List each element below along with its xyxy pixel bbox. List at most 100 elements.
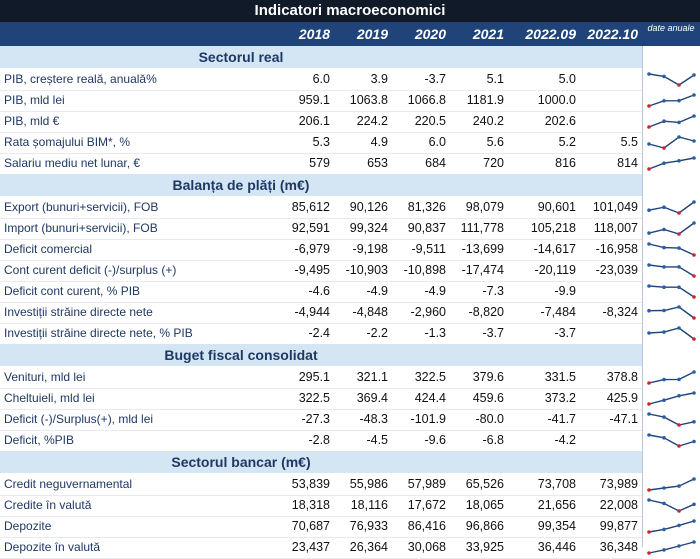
table-cell: 378.8 (606, 370, 638, 384)
sparkline-point (692, 370, 696, 374)
sparkline-point (677, 484, 681, 488)
sparkline (647, 263, 696, 278)
table-cell: 90,126 (349, 200, 388, 214)
sparkline (647, 433, 696, 448)
sparkline-point (662, 74, 666, 79)
table-cell: 6.0 (428, 135, 446, 149)
sparkline-line (648, 136, 695, 149)
sparkline-line (648, 541, 695, 554)
table-row: Investiții străine directe nete, % PIB -2… (0, 323, 642, 345)
sparkline-point (647, 412, 651, 416)
sparkline-line (648, 264, 695, 277)
table-cell: 53,839 (291, 477, 330, 491)
table-cell: 814 (617, 156, 638, 170)
column-header: 2020 (414, 26, 446, 42)
table-cell: 206.1 (298, 114, 330, 128)
sparkline-point (662, 245, 666, 250)
sparkline-point (647, 231, 651, 235)
table-cell: 959.1 (298, 93, 330, 107)
table-cell: 105,218 (530, 221, 576, 235)
sparkline (647, 114, 696, 129)
table-cell: 720 (483, 156, 504, 170)
table-cell: 86,416 (407, 519, 446, 533)
sparkline-point (692, 502, 696, 507)
table-cell: -20,119 (534, 263, 576, 277)
row-label: Venituri, mld lei (4, 370, 86, 384)
table-cell: -23,039 (595, 263, 638, 277)
section-title: Balanța de plăți (m€) (172, 177, 310, 193)
table-cell: -3.7 (554, 326, 576, 340)
row-label: Deficit, %PIB (4, 433, 75, 447)
sparkline (647, 326, 696, 341)
row-label: PIB, mld € (4, 114, 60, 128)
table-cell: -9,198 (352, 242, 388, 256)
sparkline-line (648, 413, 695, 426)
row-label: Salariu mediu net lunar, € (4, 156, 141, 170)
sparkline-point (677, 326, 681, 330)
table-row: Depozite în valută 23,437 26,364 30,068 33,9… (0, 537, 642, 559)
sparkline-point (647, 104, 651, 108)
sparkline-point (677, 265, 681, 269)
sparkline-line (648, 306, 695, 319)
sparkline-point (692, 93, 696, 97)
table-cell: 98,079 (465, 200, 504, 214)
table-cell: -9.9 (554, 284, 576, 298)
table-cell: -9.6 (424, 433, 446, 447)
table-row: PIB, mld lei 959.1 1063.8 1066.8 1181.9 1000.… (0, 90, 642, 112)
table-cell: 21,656 (537, 498, 576, 512)
sparkline-point (662, 161, 666, 165)
table-cell (580, 323, 638, 344)
table-cell: 81,326 (407, 200, 446, 214)
sparkline-line (648, 243, 695, 256)
sparkline-point (692, 253, 696, 257)
sparkline-point (647, 551, 651, 555)
table-cell: 3.9 (370, 72, 388, 86)
sparkline (647, 519, 696, 534)
table-cell: 5.5 (620, 135, 638, 149)
sparkline (647, 200, 696, 215)
sparkline-point (647, 308, 651, 313)
table-row: Deficit comercial -6,979 -9,198 -9,511 -13,6… (0, 239, 642, 261)
sparkline-point (647, 72, 651, 76)
sparkline (647, 540, 696, 555)
row-label: Credit neguvernamental (4, 477, 133, 491)
sparkline-line (648, 327, 695, 340)
sparkline-point (692, 139, 696, 143)
sparkline-point (647, 242, 651, 246)
sparkline-point (647, 402, 651, 406)
table-cell: -17,474 (461, 263, 504, 277)
sparkline-point (692, 337, 696, 341)
sparkline (647, 284, 696, 299)
section-title: Sectorul bancar (m€) (171, 454, 311, 470)
table-cell: 18,065 (465, 498, 504, 512)
table-cell: 220.5 (414, 114, 446, 128)
sparkline-point (677, 135, 681, 139)
table-cell: 23,437 (291, 540, 330, 554)
table-cell: 118,007 (593, 221, 638, 235)
table-cell: 101,049 (592, 200, 638, 214)
sparkline-point (662, 501, 666, 506)
table-cell: 26,364 (349, 540, 388, 554)
table-cell: 22,008 (599, 498, 638, 512)
table-cell: 5.0 (558, 72, 576, 86)
sparkline-point (662, 119, 666, 123)
table-cell: -4.9 (366, 284, 388, 298)
sparkline-point (662, 377, 666, 382)
sparkline-point (677, 394, 681, 398)
table-cell: -80.0 (475, 412, 505, 426)
table-cell: 55,986 (349, 477, 388, 491)
table-cell: -3.7 (424, 72, 446, 86)
sparkline-point (692, 73, 696, 77)
sparkline-point (647, 530, 651, 534)
table-cell: -27.3 (301, 412, 331, 426)
sparkline-point (662, 285, 666, 289)
sparkline-point (662, 99, 666, 103)
column-header: 2021 (472, 26, 504, 42)
sparkline-line (648, 157, 695, 170)
table-title: Indicatori macroeconomici (0, 0, 700, 22)
sparkline-point (662, 146, 666, 150)
table-row: Cont curent deficit (-)/surplus (+) -9,49… (0, 260, 642, 282)
sparkline-point (662, 398, 666, 402)
sparkline-line (648, 115, 695, 128)
table-cell: 5.6 (486, 135, 504, 149)
